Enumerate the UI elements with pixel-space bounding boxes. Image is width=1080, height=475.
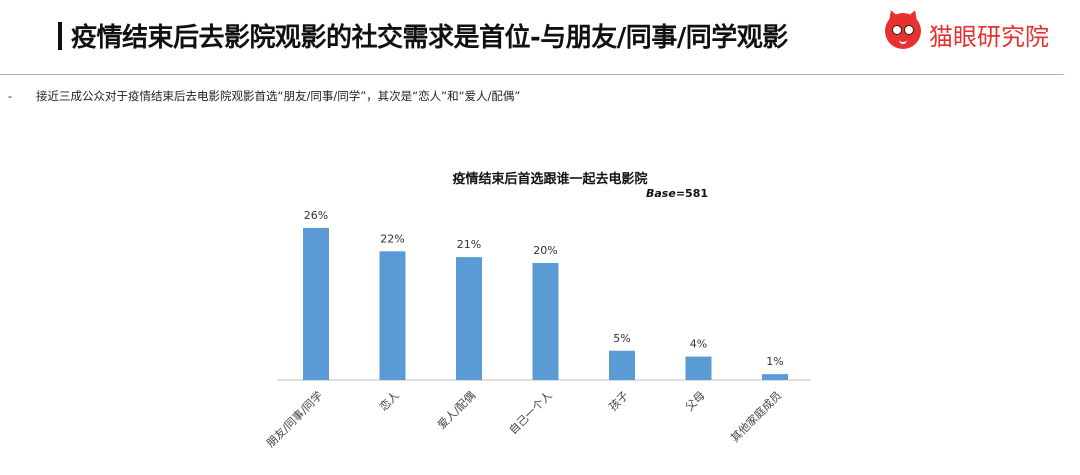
x-tick-label: 其他家庭成员 — [728, 388, 785, 445]
bars-group: 26% 朋友/同事/同学 22% 恋人 21% 爱人/配偶 20% 自己一个人 5% 孩子 4% 父母… — [263, 209, 788, 450]
header-divider — [0, 74, 1064, 75]
chart-title: 疫情结束后首选跟谁一起去电影院 — [452, 171, 647, 187]
chart-base-note: Base=581 — [646, 187, 708, 200]
x-tick-label: 父母 — [683, 389, 708, 414]
data-label: 21% — [457, 238, 481, 251]
bar — [456, 257, 482, 380]
x-tick-label: 恋人 — [376, 388, 401, 413]
bar — [379, 251, 406, 380]
bullet-text: 接近三成公众对于疫情结束后去电影院观影首选“朋友/同事/同学”，其次是“恋人”和… — [36, 89, 521, 103]
bullet-point: - 接近三成公众对于疫情结束后去电影院观影首选“朋友/同事/同学”，其次是“恋人”… — [8, 88, 520, 104]
base-label: Base — [646, 187, 676, 200]
bar — [762, 374, 788, 380]
data-label: 5% — [613, 332, 630, 345]
page-title: 疫情结束后去影院观影的社交需求是首位-与朋友/同事/同学观影 — [58, 17, 788, 54]
x-tick-label: 自己一个人 — [507, 389, 555, 437]
header: 疫情结束后去影院观影的社交需求是首位-与朋友/同事/同学观影 猫眼研究院 — [0, 0, 1080, 74]
bar — [303, 227, 329, 380]
maoyan-logo: 猫眼研究院 — [884, 7, 1075, 53]
logo-text: 猫眼研究院 — [929, 23, 1049, 51]
bar — [609, 350, 635, 380]
page-title-text: 疫情结束后去影院观影的社交需求是首位-与朋友/同事/同学观影 — [71, 23, 788, 53]
bar — [532, 263, 559, 380]
base-value: =581 — [676, 187, 708, 200]
data-label: 20% — [533, 244, 557, 257]
title-bar — [58, 22, 62, 50]
x-tick-label: 朋友/同事/同学 — [263, 388, 325, 450]
data-label: 22% — [380, 232, 404, 245]
bar — [685, 356, 712, 380]
data-label: 26% — [304, 209, 328, 222]
bullet-marker: - — [8, 89, 13, 103]
cat-logo-icon — [884, 7, 922, 49]
x-tick-label: 孩子 — [606, 389, 631, 414]
x-tick-label: 爱人/配偶 — [435, 389, 478, 432]
data-label: 1% — [766, 355, 783, 368]
data-label: 4% — [690, 338, 707, 351]
